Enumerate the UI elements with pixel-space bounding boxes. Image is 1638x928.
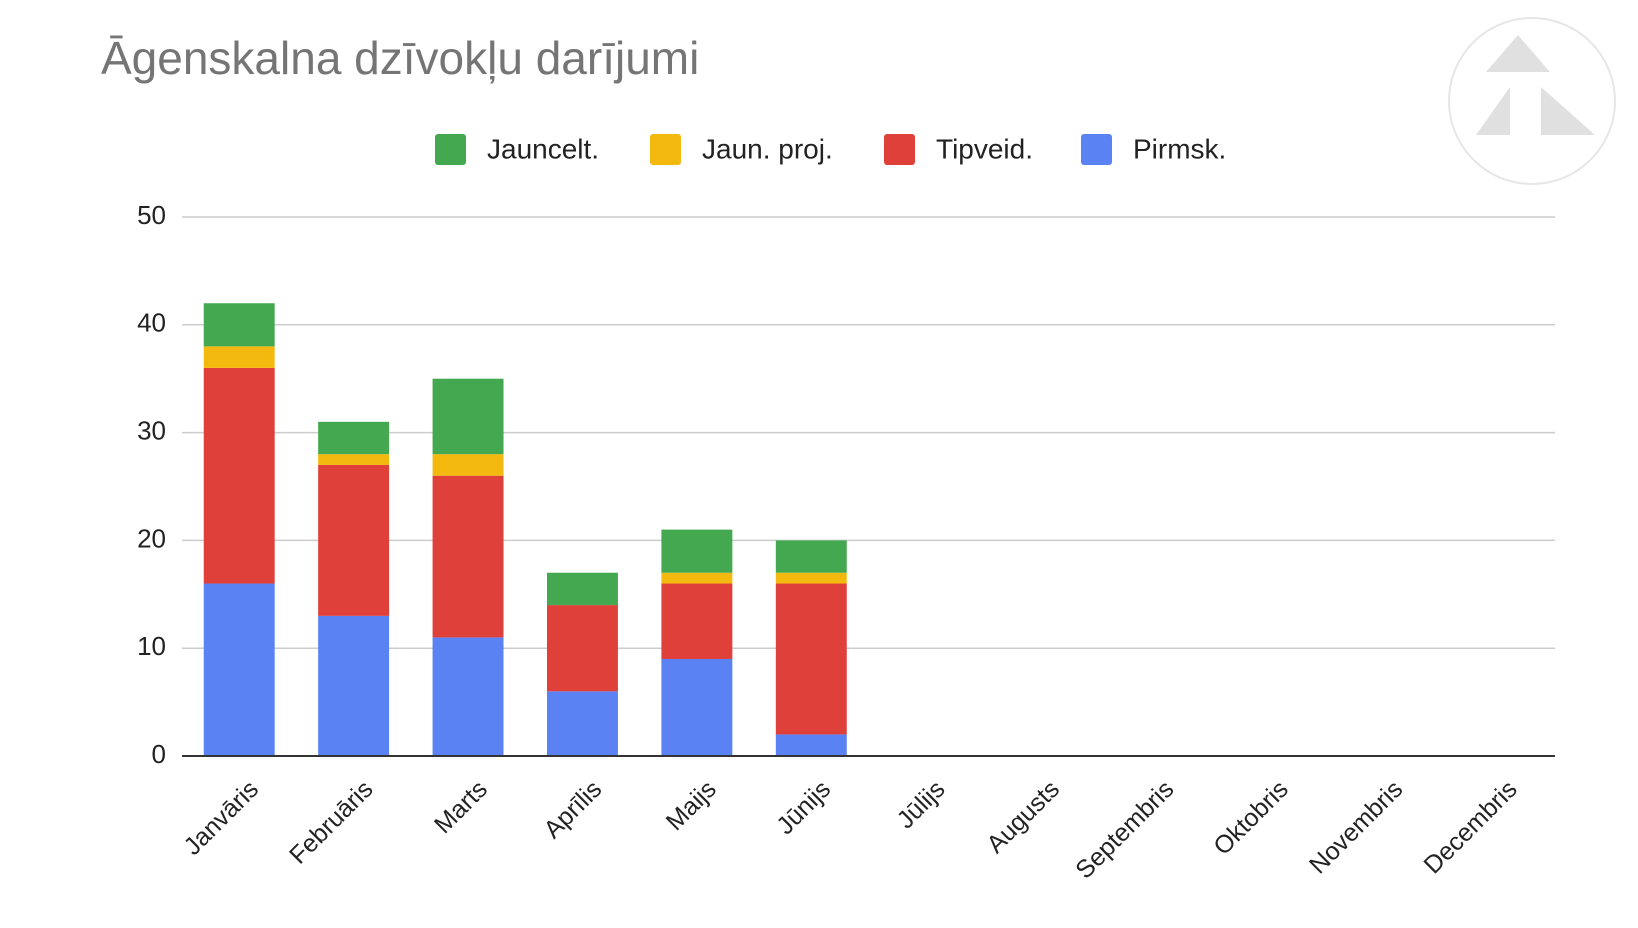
x-tick-label: Novembris bbox=[1304, 775, 1408, 879]
chart-title: Āgenskalna dzīvokļu darījumi bbox=[101, 32, 699, 84]
y-tick-label: 10 bbox=[137, 631, 166, 661]
x-tick-label: Jūnijs bbox=[771, 775, 836, 840]
bar-segment bbox=[546, 691, 618, 756]
y-tick-label: 0 bbox=[152, 739, 166, 769]
bar-segment bbox=[432, 475, 504, 638]
bar-segment bbox=[203, 367, 275, 584]
bar-segment bbox=[661, 572, 733, 584]
x-tick-label: Marts bbox=[429, 775, 493, 839]
y-tick-label: 50 bbox=[137, 200, 166, 230]
x-tick-label: Februāris bbox=[284, 775, 378, 869]
bar-segment bbox=[318, 421, 390, 455]
x-tick-label: Maijs bbox=[661, 775, 722, 836]
y-tick-label: 30 bbox=[137, 415, 166, 445]
x-tick-label: Jūlijs bbox=[892, 775, 951, 834]
legend-label: Jauncelt. bbox=[487, 133, 599, 164]
bar-segment bbox=[318, 454, 390, 465]
x-tick-label: Augusts bbox=[981, 775, 1065, 859]
legend-swatch bbox=[435, 134, 466, 165]
bar-segment bbox=[203, 346, 275, 368]
bar-segment bbox=[775, 734, 847, 756]
bar-segment bbox=[661, 529, 733, 573]
x-tick-label: Decembris bbox=[1418, 775, 1522, 879]
legend-swatch bbox=[650, 134, 681, 165]
bar-segment bbox=[203, 583, 275, 756]
bar-segment bbox=[432, 454, 504, 476]
legend-label: Tipveid. bbox=[936, 133, 1033, 164]
bar-segment bbox=[661, 583, 733, 659]
legend-label: Jaun. proj. bbox=[702, 133, 833, 164]
legend-label: Pirmsk. bbox=[1133, 133, 1226, 164]
bar-segment bbox=[432, 378, 504, 455]
y-tick-label: 40 bbox=[137, 308, 166, 338]
bar-segment bbox=[432, 637, 504, 756]
legend-swatch bbox=[884, 134, 915, 165]
x-tick-label: Septembris bbox=[1070, 775, 1179, 884]
bar-segment bbox=[775, 540, 847, 573]
bar-segment bbox=[661, 658, 733, 756]
bar-segment bbox=[775, 583, 847, 735]
bar-segment bbox=[546, 605, 618, 692]
bar-segment bbox=[775, 572, 847, 584]
x-tick-label: Janvāris bbox=[178, 775, 264, 861]
bar-segment bbox=[318, 464, 390, 616]
logo bbox=[1448, 17, 1616, 185]
bar-segment bbox=[546, 572, 618, 606]
x-tick-label: Aprīlis bbox=[538, 775, 607, 844]
x-tick-label: Oktobris bbox=[1208, 775, 1294, 861]
bar-segment bbox=[203, 303, 275, 347]
y-tick-label: 20 bbox=[137, 523, 166, 553]
bar-segment bbox=[318, 615, 390, 756]
legend-swatch bbox=[1081, 134, 1112, 165]
